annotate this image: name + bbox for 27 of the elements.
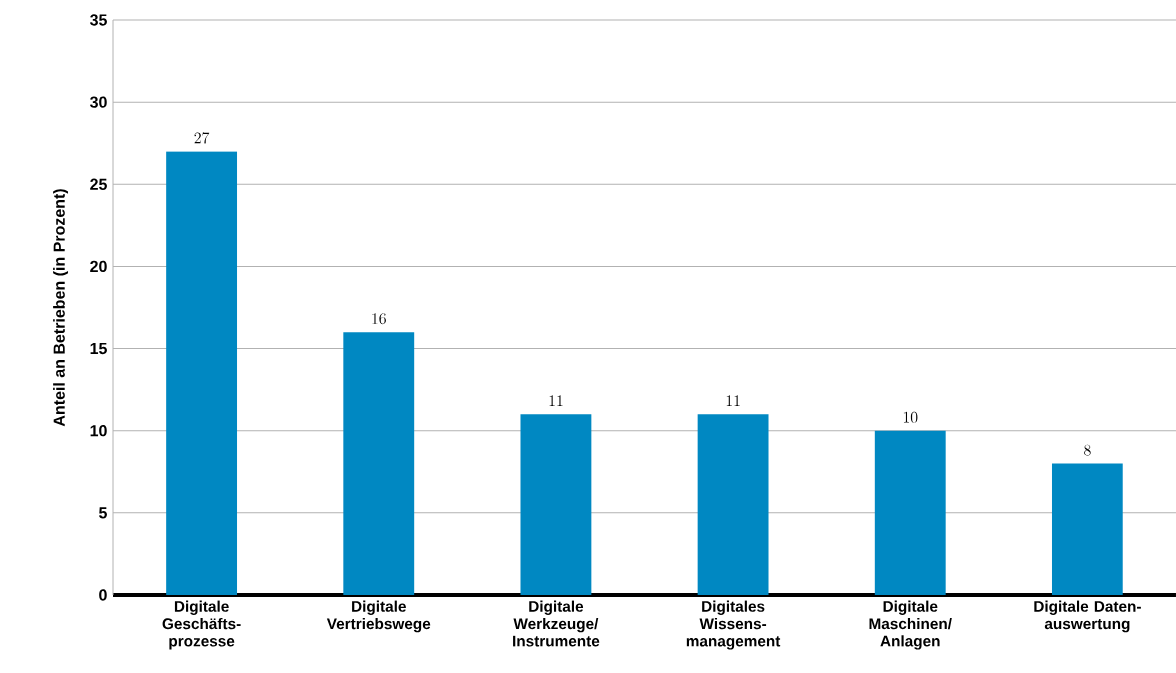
bar <box>343 332 415 595</box>
y-tick-label: 20 <box>90 260 107 273</box>
x-tick-label: Digitale Geschäfts-prozesse <box>162 600 241 650</box>
x-tick-label: Digitale Daten-auswertung <box>1034 600 1141 633</box>
data-label: 10 <box>903 411 918 423</box>
y-tick-label: 10 <box>90 425 107 437</box>
y-axis-title: Anteil an Betrieben (in Prozent) <box>53 189 69 427</box>
y-tick-label: 25 <box>90 178 107 190</box>
bar <box>166 151 238 595</box>
x-tick-label: Digitale Werkzeuge/ Instrumente <box>513 600 600 647</box>
bar <box>697 414 769 595</box>
x-tick-label: Digitale Vertriebswege <box>326 600 431 633</box>
y-tick-label: 5 <box>99 507 107 519</box>
y-tick-label: 0 <box>99 589 107 601</box>
y-tick-label: 30 <box>89 96 107 108</box>
bar <box>1051 463 1123 595</box>
data-label: 11 <box>549 395 563 407</box>
bar <box>520 414 592 595</box>
data-label: 8 <box>1084 444 1091 456</box>
data-label: 27 <box>194 132 210 144</box>
y-tick-label: 35 <box>89 14 107 26</box>
x-tick-label: Digitales Wissens-management <box>686 600 781 650</box>
data-label: 11 <box>726 395 740 407</box>
y-tick-label: 15 <box>90 342 107 355</box>
x-tick-label: Digitale Maschinen/ Anlagen <box>869 600 952 650</box>
bar <box>874 430 946 595</box>
data-label: 16 <box>372 313 386 325</box>
